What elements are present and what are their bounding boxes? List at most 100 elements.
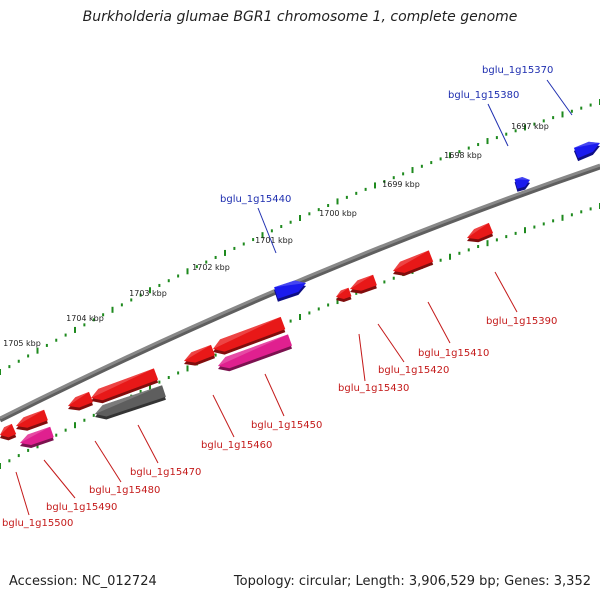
tick-label: 1699 kbp bbox=[382, 180, 420, 189]
gene-body bbox=[91, 368, 159, 401]
gene-highlight bbox=[20, 426, 51, 443]
minor-tick bbox=[345, 195, 348, 199]
minor-tick bbox=[383, 280, 386, 284]
gene-label-bglu-1g15420: bglu_1g15420 bbox=[378, 365, 449, 376]
minor-tick bbox=[570, 213, 573, 217]
minor-tick bbox=[467, 146, 470, 150]
major-tick bbox=[0, 463, 1, 469]
minor-tick bbox=[64, 428, 67, 432]
gene-highlight bbox=[350, 274, 374, 289]
minor-tick bbox=[458, 150, 461, 154]
leader-line bbox=[546, 79, 573, 116]
gene-highlight bbox=[213, 316, 281, 349]
gene-body bbox=[213, 316, 286, 352]
gene-bglu-1g15470 bbox=[184, 344, 215, 366]
minor-tick bbox=[495, 136, 498, 140]
minor-tick bbox=[580, 106, 583, 110]
leader-line bbox=[264, 373, 285, 417]
major-tick bbox=[449, 253, 451, 260]
minor-tick bbox=[495, 238, 498, 242]
genome-summary-text: Topology: circular; Length: 3,906,529 bp… bbox=[233, 574, 591, 589]
tick-label: 1698 kbp bbox=[444, 151, 482, 160]
gene-bglu-1g15460 bbox=[218, 334, 292, 372]
minor-tick bbox=[355, 191, 358, 195]
gene-bglu-1g15495 bbox=[16, 409, 48, 431]
minor-tick bbox=[514, 231, 517, 235]
minor-tick bbox=[139, 293, 142, 297]
gene-body bbox=[218, 334, 292, 369]
minor-tick bbox=[27, 448, 30, 452]
gene-label-bglu-1g15470: bglu_1g15470 bbox=[130, 467, 201, 478]
major-tick bbox=[0, 369, 1, 375]
minor-tick bbox=[130, 298, 133, 302]
gene-label-bglu-1g15370: bglu_1g15370 bbox=[482, 65, 553, 76]
gene-bglu-1g15450 bbox=[213, 316, 286, 355]
major-tick bbox=[111, 306, 114, 313]
gene-highlight bbox=[573, 141, 600, 148]
minor-tick bbox=[533, 122, 536, 126]
major-tick bbox=[411, 167, 414, 174]
tick-label: 1704 kbp bbox=[66, 314, 104, 323]
gene-bglu-1g15490 bbox=[20, 426, 54, 448]
minor-tick bbox=[477, 143, 480, 147]
major-tick bbox=[149, 383, 151, 390]
gene-label-bglu-1g15480: bglu_1g15480 bbox=[89, 485, 160, 496]
gene-label-bglu-1g15390: bglu_1g15390 bbox=[486, 316, 557, 327]
gene-bglu-1g15440 bbox=[274, 280, 306, 302]
map-title: Burkholderia glumae BGR1 chromosome 1, c… bbox=[82, 9, 518, 25]
major-tick bbox=[299, 314, 301, 320]
gene-label-bglu-1g15490: bglu_1g15490 bbox=[46, 502, 117, 513]
gene-label-bglu-1g15460: bglu_1g15460 bbox=[201, 440, 272, 451]
leader-line bbox=[212, 394, 235, 438]
gene-body bbox=[514, 177, 530, 189]
gene-label-bglu-1g15450: bglu_1g15450 bbox=[251, 420, 322, 431]
leader-line bbox=[43, 459, 76, 499]
minor-tick bbox=[505, 235, 508, 239]
gene-body bbox=[0, 423, 17, 438]
minor-tick bbox=[317, 307, 320, 311]
gene-label-bglu-1g15440: bglu_1g15440 bbox=[220, 194, 291, 205]
minor-tick bbox=[317, 208, 320, 212]
gene-bglu-1g15410 bbox=[393, 250, 434, 276]
minor-tick bbox=[92, 413, 95, 417]
major-tick bbox=[74, 326, 76, 333]
minor-tick bbox=[364, 187, 367, 191]
backbone-shadow bbox=[0, 164, 600, 423]
major-tick bbox=[224, 249, 226, 256]
minor-tick bbox=[177, 371, 180, 375]
tick-label: 1697 kbp bbox=[511, 122, 549, 131]
outer-scale-ticks bbox=[0, 99, 600, 375]
gene-highlight bbox=[336, 287, 349, 297]
gene-highlight bbox=[95, 385, 163, 414]
minor-tick bbox=[439, 258, 442, 262]
minor-tick bbox=[542, 222, 545, 226]
gene-highlight bbox=[68, 391, 89, 406]
minor-tick bbox=[392, 176, 395, 180]
minor-tick bbox=[158, 380, 161, 384]
major-tick bbox=[149, 287, 151, 294]
minor-tick bbox=[214, 353, 217, 357]
minor-tick bbox=[214, 255, 217, 259]
gene-highlight bbox=[514, 177, 530, 180]
major-tick bbox=[486, 240, 489, 247]
gene-body bbox=[95, 385, 166, 417]
gene-body bbox=[184, 344, 215, 363]
minor-tick bbox=[205, 260, 208, 264]
leader-line bbox=[257, 207, 277, 254]
gene-label-bglu-1g15430: bglu_1g15430 bbox=[338, 383, 409, 394]
minor-tick bbox=[589, 103, 592, 107]
leader-line bbox=[358, 333, 366, 382]
gene-highlight bbox=[467, 222, 489, 238]
minor-tick bbox=[83, 323, 86, 327]
gene-bglu-1g15480 bbox=[91, 368, 159, 404]
gene-highlight bbox=[218, 334, 288, 366]
minor-tick bbox=[270, 229, 273, 233]
minor-tick bbox=[458, 251, 461, 255]
gene-highlight bbox=[274, 280, 306, 288]
gene-bglu-1g15500 bbox=[0, 423, 17, 441]
gene-body bbox=[16, 409, 48, 428]
major-tick bbox=[561, 214, 564, 221]
minor-tick bbox=[55, 433, 58, 437]
minor-tick bbox=[27, 354, 30, 358]
